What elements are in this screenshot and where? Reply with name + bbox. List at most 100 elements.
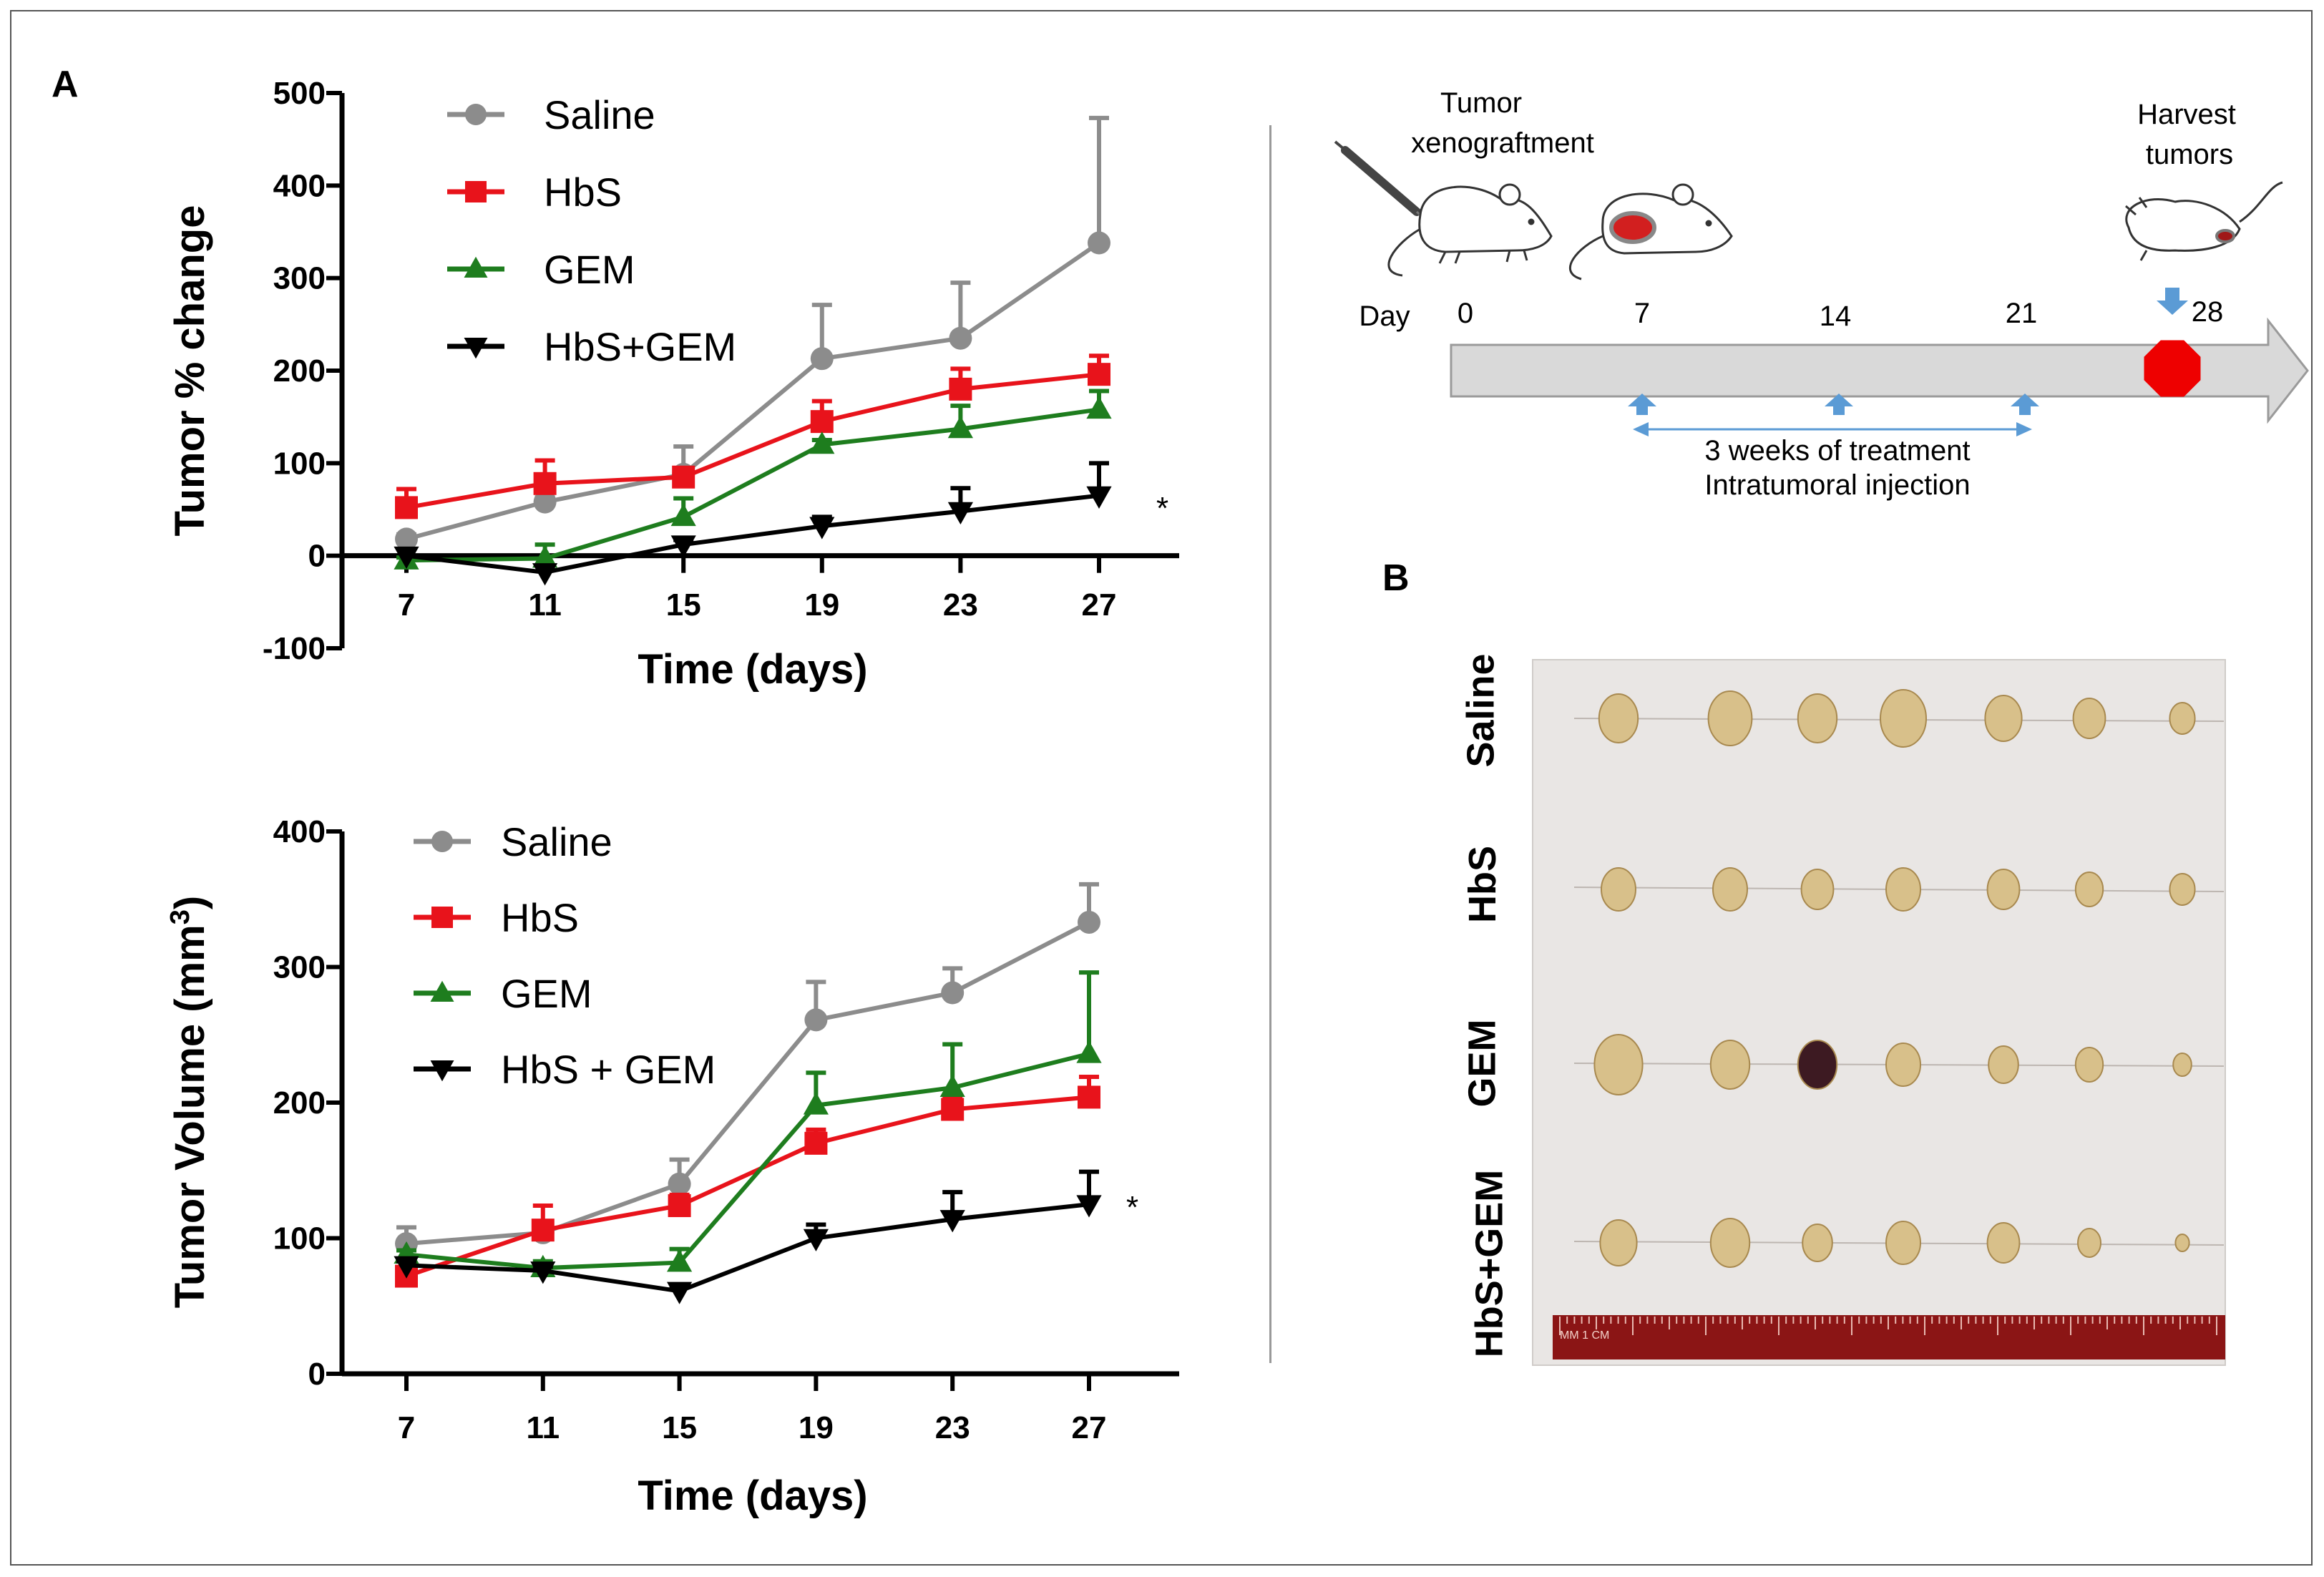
tumor-sample xyxy=(1598,693,1639,743)
x-tick-label: 15 xyxy=(662,1410,697,1445)
treatment-label-line2: Intratumoral injection xyxy=(1704,469,1971,501)
series-line xyxy=(406,241,1100,542)
x-tick-label: 23 xyxy=(935,1410,970,1445)
data-point xyxy=(533,490,557,514)
data-point xyxy=(939,1210,965,1233)
data-point xyxy=(533,472,557,495)
tumor-sample xyxy=(1986,1222,2021,1264)
row-label-hbs: HbS xyxy=(1461,846,1504,923)
y-tick-label: 100 xyxy=(273,1221,326,1256)
tumor-sample xyxy=(2172,1053,2192,1077)
injection-arrow-icon xyxy=(2011,394,2039,415)
x-axis-title: Time (days) xyxy=(638,1473,867,1519)
x-axis-title: Time (days) xyxy=(638,646,867,693)
tumor-sample xyxy=(1797,1040,1838,1090)
tumor-sample xyxy=(1709,1218,1751,1268)
data-point xyxy=(941,981,965,1005)
y-axis-title: Tumor % change xyxy=(167,205,213,537)
significance-star: * xyxy=(1156,491,1168,526)
data-point xyxy=(667,1281,693,1304)
series-line xyxy=(406,1202,1090,1294)
data-point xyxy=(395,496,418,519)
timeline-arrow xyxy=(1450,317,2309,424)
data-point xyxy=(395,527,418,551)
legend-marker xyxy=(430,980,454,1002)
tumor-sample xyxy=(1986,869,2021,910)
panel-a-label: A xyxy=(52,64,79,105)
data-point xyxy=(668,1172,691,1196)
data-point xyxy=(672,465,695,489)
series-gem xyxy=(394,389,1112,570)
tumor-sample xyxy=(1599,1219,1638,1266)
tumor-sample xyxy=(1880,689,1927,748)
series-hbs xyxy=(395,353,1110,519)
tumor-sample xyxy=(1885,1221,1921,1265)
data-point xyxy=(394,1256,419,1279)
xenograft-label-line2: xenograftment xyxy=(1411,127,1594,159)
tumor-sample xyxy=(2074,872,2104,907)
data-point xyxy=(804,1008,828,1032)
data-point xyxy=(803,1229,829,1251)
legend-label: Saline xyxy=(501,819,612,864)
data-point xyxy=(531,1219,555,1242)
series-line xyxy=(406,407,1100,563)
x-tick-label: 7 xyxy=(398,587,415,622)
x-tick-label: 19 xyxy=(804,587,839,622)
y-tick-label: 200 xyxy=(273,1085,326,1120)
data-point xyxy=(809,517,835,540)
data-point xyxy=(804,1131,828,1155)
data-point xyxy=(803,1092,829,1115)
y-tick-label: 0 xyxy=(308,539,326,574)
data-point xyxy=(670,503,696,527)
harvest-label-line2: tumors xyxy=(2145,139,2234,170)
data-point xyxy=(1076,1195,1102,1218)
legend-label: HbS xyxy=(501,895,579,940)
mouse-icon xyxy=(1387,183,1553,277)
day-label: Day xyxy=(1359,301,1410,332)
tumor-sample xyxy=(2169,702,2196,735)
photo-background xyxy=(1532,659,2226,1366)
injection-arrow-icon xyxy=(1825,394,1853,415)
treatment-span-left-arrow xyxy=(1633,422,1649,436)
day-tick-0: 0 xyxy=(1457,298,1474,329)
y-tick-label: 0 xyxy=(308,1357,326,1392)
legend-label: HbS+GEM xyxy=(544,324,736,369)
x-tick-label: 23 xyxy=(943,587,978,622)
series-line xyxy=(406,920,1090,1246)
data-point xyxy=(1078,910,1100,934)
tumor-sample xyxy=(1601,867,1636,912)
series-line xyxy=(406,1095,1090,1279)
x-tick-label: 7 xyxy=(398,1410,415,1445)
data-point xyxy=(532,545,558,568)
data-point xyxy=(530,1261,556,1284)
data-point xyxy=(1088,231,1110,255)
data-point xyxy=(532,563,558,586)
stop-octagon xyxy=(2144,340,2201,397)
x-tick-label: 27 xyxy=(1072,1410,1107,1445)
legend-marker xyxy=(430,1060,454,1082)
figure-frame xyxy=(10,10,2313,1566)
harvest-mouse-icon xyxy=(2125,181,2283,261)
day-tick-7: 7 xyxy=(1634,298,1651,329)
y-tick-label: -100 xyxy=(263,631,326,666)
series-hbs xyxy=(395,1074,1100,1288)
data-point xyxy=(668,1194,691,1218)
x-tick-label: 27 xyxy=(1082,587,1117,622)
y-axis-title-end: ) xyxy=(167,896,213,909)
tumor-sample xyxy=(1988,1045,2019,1084)
data-point xyxy=(394,546,419,570)
data-point xyxy=(1086,396,1112,419)
treatment-label-line1: 3 weeks of treatment xyxy=(1704,435,1971,467)
data-point xyxy=(1078,1085,1100,1109)
tumor-sample xyxy=(2072,698,2106,739)
tumor-sample xyxy=(1797,693,1838,743)
series-line xyxy=(406,493,1100,575)
ruler-label: MM 1 CM xyxy=(1560,1329,1610,1342)
series-line xyxy=(406,372,1100,510)
legend-label: HbS xyxy=(544,170,622,215)
series-hbs-gem xyxy=(394,1169,1102,1304)
treatment-span-right-arrow xyxy=(2016,422,2032,436)
row-label-saline: Saline xyxy=(1459,653,1503,768)
